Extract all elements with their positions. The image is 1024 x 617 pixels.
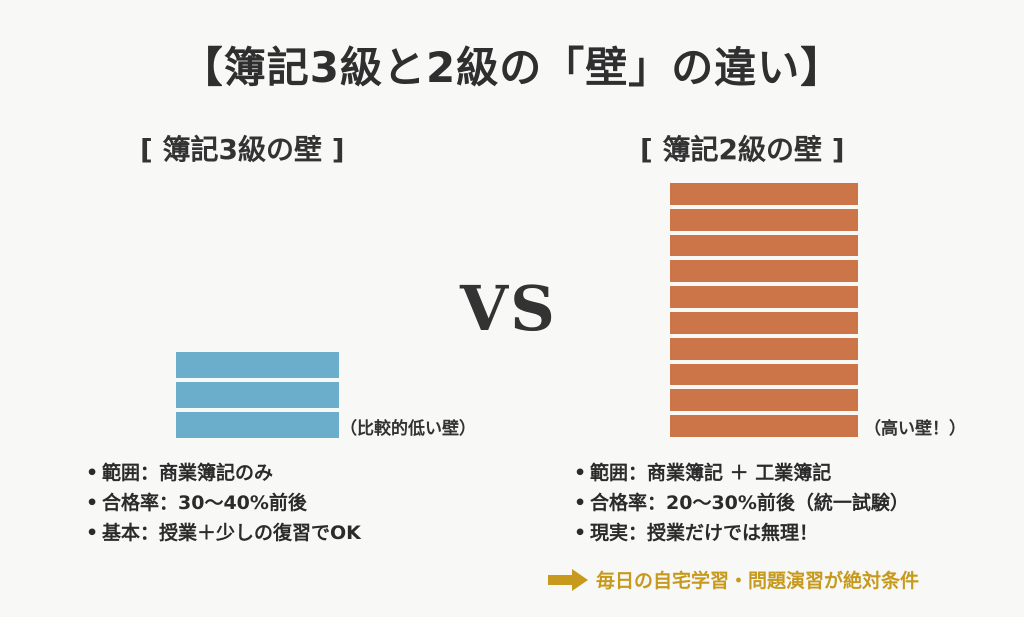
level3-heading: [ 簿記3級の壁 ] [140, 133, 345, 166]
bullet-icon: • [86, 462, 99, 484]
level3-wall [176, 352, 339, 438]
wall-brick [670, 208, 858, 231]
bullet-icon: • [86, 492, 99, 514]
list-item: • 現実：授業だけでは無理！ [574, 518, 909, 548]
wall-brick [670, 260, 858, 283]
vs-label: VS [460, 272, 557, 345]
level3-details-list: • 範囲：商業簿記のみ • 合格率：30〜40%前後 • 基本：授業＋少しの復習でOK [86, 458, 361, 548]
wall-brick [176, 382, 339, 408]
level2-details-list: • 範囲：商業簿記 ＋ 工業簿記 • 合格率：20〜30%前後（統一試験） • 現実：… [574, 458, 909, 548]
wall-brick [670, 183, 858, 205]
bullet-icon: • [574, 462, 587, 484]
level3-wall-note: （比較的低い壁） [340, 419, 476, 439]
list-item: • 範囲：商業簿記 ＋ 工業簿記 [574, 458, 909, 488]
arrow-right-icon [548, 568, 588, 591]
wall-brick [176, 412, 339, 438]
wall-brick [670, 286, 858, 308]
list-item: • 合格率：20〜30%前後（統一試験） [574, 488, 909, 518]
wall-brick [670, 389, 858, 412]
page-title: 【簿記3級と2級の「壁」の違い】 [180, 43, 844, 92]
conclusion: 毎日の自宅学習・問題演習が絶対条件 [548, 566, 919, 593]
conclusion-text: 毎日の自宅学習・問題演習が絶対条件 [596, 570, 920, 592]
list-item: • 基本：授業＋少しの復習でOK [86, 518, 361, 548]
level2-wall [670, 183, 858, 437]
wall-brick [670, 337, 858, 360]
level2-heading: [ 簿記2級の壁 ] [640, 133, 845, 166]
wall-brick [670, 415, 858, 437]
wall-brick [670, 363, 858, 386]
wall-brick [670, 234, 858, 257]
level2-wall-note: （高い壁！） [864, 419, 966, 439]
bullet-icon: • [574, 492, 587, 514]
bullet-icon: • [86, 522, 99, 544]
wall-brick [670, 311, 858, 334]
list-item: • 合格率：30〜40%前後 [86, 488, 361, 518]
bullet-icon: • [574, 522, 587, 544]
list-item: • 範囲：商業簿記のみ [86, 458, 361, 488]
wall-brick [176, 352, 339, 378]
